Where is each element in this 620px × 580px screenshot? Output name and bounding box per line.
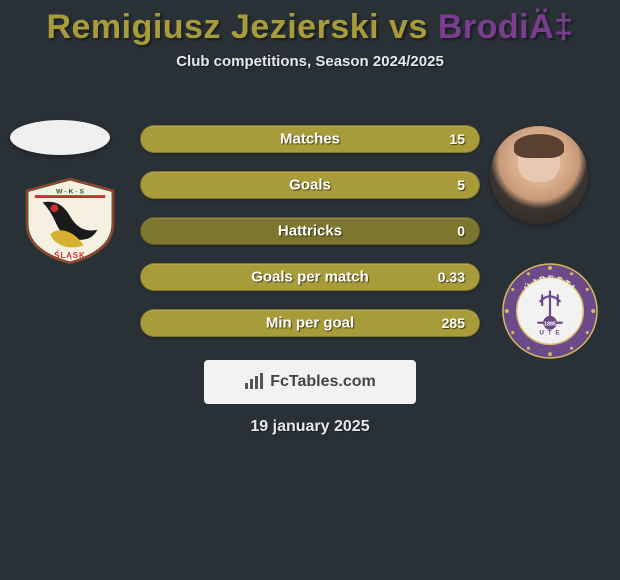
stat-bar-hattricks: Hattricks 0 [140, 217, 480, 245]
stat-value: 0.33 [438, 269, 465, 285]
stat-label: Matches [141, 131, 479, 148]
stat-label: Hattricks [141, 223, 479, 240]
stat-bar-mpg: Min per goal 285 [140, 309, 480, 337]
brand-text: FcTables.com [270, 373, 376, 391]
ujpest-crest: · ÚJPESTI · FOOTBALL CLUB 1885 U T E [501, 262, 599, 360]
svg-text:W · K · S: W · K · S [56, 189, 85, 196]
stat-bar-matches: Matches 15 [140, 125, 480, 153]
stat-bar-gpm: Goals per match 0.33 [140, 263, 480, 291]
chart-icon [244, 373, 264, 391]
stat-bars: Matches 15 Goals 5 Hattricks 0 Goals per… [140, 125, 480, 355]
player-right-avatar [490, 126, 588, 224]
stat-bar-goals: Goals 5 [140, 171, 480, 199]
stat-label: Min per goal [141, 315, 479, 332]
svg-text:ŚLĄSK: ŚLĄSK [54, 251, 85, 260]
svg-text:U T E: U T E [539, 330, 560, 337]
brand-badge: FcTables.com [204, 360, 416, 404]
svg-text:1885: 1885 [544, 322, 556, 328]
footer-date: 19 january 2025 [0, 418, 620, 436]
stat-label: Goals per match [141, 269, 479, 286]
stat-value: 0 [457, 223, 465, 239]
stat-label: Goals [141, 177, 479, 194]
slask-wroclaw-crest: W · K · S ŚLĄSK [21, 177, 119, 265]
page-title: Remigiusz Jezierski vs BrodiÄ‡ [0, 0, 620, 47]
title-left: Remigiusz Jezierski vs BrodiÄ‡ [46, 8, 573, 46]
subtitle: Club competitions, Season 2024/2025 [0, 53, 620, 70]
stat-value: 285 [442, 315, 465, 331]
player-left-avatar [10, 120, 110, 155]
stat-value: 5 [457, 177, 465, 193]
stat-value: 15 [449, 131, 465, 147]
